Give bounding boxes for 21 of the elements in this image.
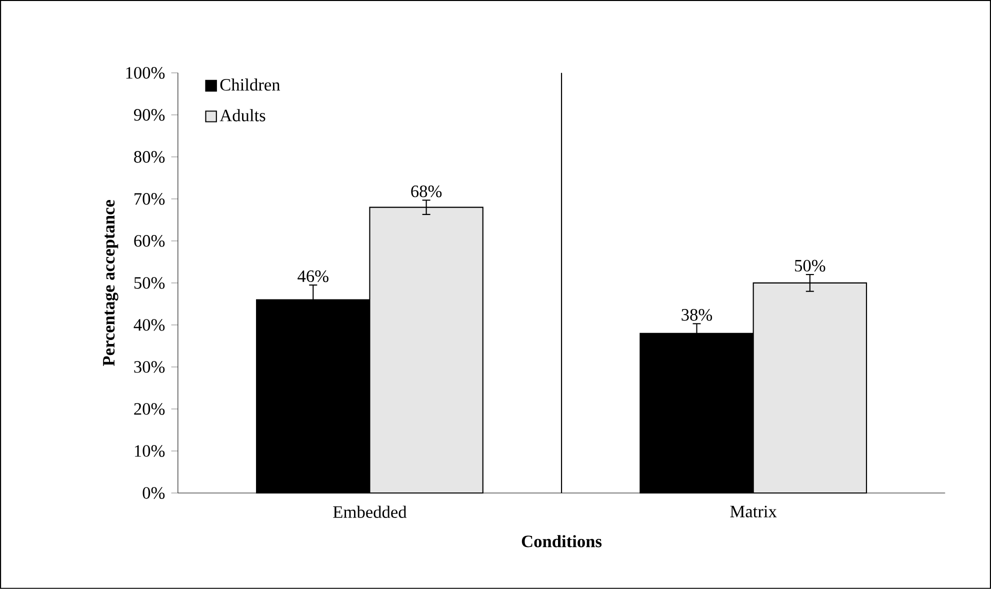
- y-tick-label: 100%: [126, 67, 165, 79]
- y-axis-title: Percentage acceptance: [103, 200, 118, 366]
- legend-label: Adults: [220, 109, 266, 122]
- y-tick-label: 80%: [134, 151, 165, 163]
- y-tick-label: 0%: [142, 487, 165, 499]
- data-label: 46%: [298, 270, 328, 282]
- data-label: 38%: [682, 309, 712, 321]
- y-tick-label: 40%: [134, 319, 165, 331]
- x-tick-label: Matrix: [730, 506, 777, 518]
- y-tick-label: 30%: [134, 361, 165, 373]
- legend-label: Children: [220, 78, 280, 91]
- y-tick-label: 20%: [134, 403, 165, 415]
- y-tick-label: 70%: [134, 193, 165, 205]
- y-tick-label: 50%: [134, 277, 165, 289]
- x-axis-title: Conditions: [522, 535, 602, 548]
- x-tick-label: Embedded: [333, 506, 407, 518]
- data-label: 68%: [411, 186, 442, 198]
- y-tick-label: 10%: [134, 445, 165, 457]
- y-tick-label: 60%: [134, 235, 165, 247]
- y-tick-label: 90%: [134, 109, 165, 121]
- data-label: 50%: [795, 260, 826, 272]
